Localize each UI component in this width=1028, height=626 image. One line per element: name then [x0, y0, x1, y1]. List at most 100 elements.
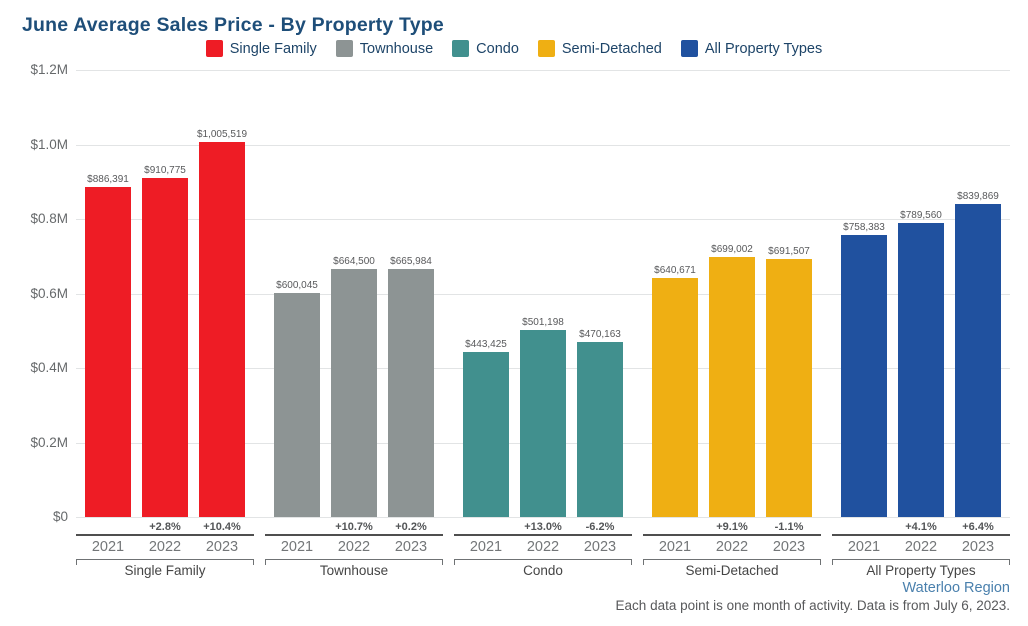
all-property-types-bar-2021: $758,383 [841, 222, 887, 517]
bars-condo: $443,425 $501,198 $470,163 [454, 70, 632, 517]
gridline [76, 70, 1010, 71]
bars-all-property-types: $758,383 $789,560 $839,869 [832, 70, 1010, 517]
bar-groups: $886,391 $910,775 $1,005,519 +2.8% +10.4% 202… [76, 70, 1010, 578]
semi-detached-bar-2022: $699,002 [709, 244, 755, 517]
bar-value-label: $665,984 [390, 255, 432, 267]
chart-title: June Average Sales Price - By Property T… [22, 14, 444, 36]
group-semi-detached: $640,671 $699,002 $691,507 +9.1% -1.1% 2021 20… [643, 70, 821, 578]
group-axis-line [454, 534, 632, 536]
legend-swatch-icon [452, 40, 470, 57]
bar-value-label: $664,500 [333, 256, 375, 268]
pct-change-label [85, 517, 131, 534]
bars-semi-detached: $640,671 $699,002 $691,507 [643, 70, 821, 517]
year-ticks-row: 2021 2022 2023 [76, 536, 254, 557]
pct-change-row: +9.1% -1.1% [643, 517, 821, 534]
pct-change-label: +2.8% [149, 521, 181, 533]
bar-value-label: $758,383 [843, 221, 885, 233]
year-ticks-row: 2021 2022 2023 [643, 536, 821, 557]
gridline [76, 517, 1010, 518]
data-note: Each data point is one month of activity… [615, 598, 1010, 613]
y-tick-label: $0.4M [30, 360, 68, 375]
legend-item-all-property-types: All Property Types [680, 40, 822, 57]
condo-bar-2021: $443,425 [463, 339, 509, 517]
x-tick-year: 2023 [583, 539, 617, 555]
group-axis-line [265, 534, 443, 536]
all-property-types-bar-2022: $789,560 [898, 210, 944, 517]
group-axis-line [643, 534, 821, 536]
y-tick-label: $0 [52, 509, 68, 524]
pct-change-label: +13.0% [524, 521, 562, 533]
single-family-bar-2023: $1,005,519 [197, 129, 247, 517]
bar-value-label: $470,163 [579, 328, 621, 340]
semi-detached-bar-2023: $691,507 [766, 246, 812, 517]
x-tick-year: 2023 [961, 539, 995, 555]
pct-change-row: +13.0% -6.2% [454, 517, 632, 534]
group-bracket [76, 559, 254, 565]
pct-change-label [841, 517, 887, 534]
bar-value-label: $600,045 [276, 280, 318, 292]
pct-change-label: -6.2% [585, 521, 615, 533]
legend-item-townhouse: Townhouse [335, 40, 434, 57]
gridline [76, 293, 1010, 295]
year-ticks-row: 2021 2022 2023 [265, 536, 443, 557]
year-ticks-row: 2021 2022 2023 [832, 536, 1010, 557]
bar-value-label: $691,507 [768, 246, 810, 258]
pct-change-label: +9.1% [716, 521, 748, 533]
legend: Single Family Townhouse Condo Semi-Detached… [0, 40, 1028, 57]
group-condo: $443,425 $501,198 $470,163 +13.0% -6.2% 2021 2… [454, 70, 632, 578]
y-tick-label: $0.8M [30, 211, 68, 226]
y-tick-label: $1.0M [30, 136, 68, 152]
legend-item-label: Townhouse [359, 40, 434, 57]
chart-footer: Waterloo Region Each data point is one m… [616, 580, 1010, 613]
group-single-family: $886,391 $910,775 $1,005,519 +2.8% +10.4% 202… [76, 70, 254, 578]
group-all-property-types: $758,383 $789,560 $839,869 +4.1% +6.4% 2021 20… [832, 70, 1010, 578]
y-axis: $0 $0.2M $0.4M $0.6M $0.8M $1.0M $1.2M [0, 62, 68, 524]
bars-townhouse: $600,045 $664,500 $665,984 [265, 70, 443, 517]
condo-bar-2023: $470,163 [577, 329, 623, 517]
region-label: Waterloo Region [902, 580, 1010, 596]
legend-item-label: Condo [476, 40, 519, 57]
townhouse-bar-2021: $600,045 [274, 280, 320, 517]
group-label: Townhouse [319, 563, 389, 578]
pct-change-row: +2.8% +10.4% [76, 517, 254, 534]
legend-swatch-icon [205, 40, 223, 57]
legend-swatch-icon [335, 40, 353, 57]
pct-change-label: +10.4% [203, 521, 241, 533]
bars-single-family: $886,391 $910,775 $1,005,519 [76, 70, 254, 517]
group-label: Single Family [124, 563, 206, 578]
y-tick-label: $1.2M [30, 62, 68, 77]
single-family-bar-2022: $910,775 [142, 165, 188, 517]
bar-value-label: $910,775 [144, 164, 186, 176]
x-tick-year: 2021 [280, 539, 314, 555]
y-tick-label: $0.6M [30, 285, 68, 301]
pct-change-label: +6.4% [962, 521, 994, 533]
x-tick-year: 2021 [91, 539, 125, 555]
pct-change-row: +4.1% +6.4% [832, 517, 1010, 534]
bar-value-label: $443,425 [465, 338, 507, 350]
legend-item-condo: Condo [452, 40, 519, 57]
x-tick-year: 2021 [469, 539, 503, 555]
year-ticks-row: 2021 2022 2023 [454, 536, 632, 557]
pct-change-label: +4.1% [905, 521, 937, 533]
condo-bar-2022: $501,198 [520, 317, 566, 517]
x-tick-year: 2022 [715, 539, 749, 555]
pct-change-label: +0.2% [395, 521, 427, 533]
group-townhouse: $600,045 $664,500 $665,984 +10.7% +0.2% 2021 2… [265, 70, 443, 578]
bar-value-label: $886,391 [87, 173, 129, 185]
group-bracket [832, 559, 1010, 565]
group-axis-line [832, 534, 1010, 536]
x-tick-year: 2022 [148, 539, 182, 555]
x-tick-year: 2023 [394, 539, 428, 555]
x-tick-year: 2022 [337, 539, 371, 555]
pct-change-row: +10.7% +0.2% [265, 517, 443, 534]
semi-detached-bar-2021: $640,671 [652, 265, 698, 517]
legend-item-semi-detached: Semi-Detached [537, 40, 662, 57]
legend-swatch-icon [537, 40, 555, 57]
single-family-bar-2021: $886,391 [85, 174, 131, 517]
bar-value-label: $839,869 [957, 191, 999, 203]
legend-item-label: Semi-Detached [561, 40, 662, 57]
legend-item-label: Single Family [229, 40, 317, 57]
gridline [76, 219, 1010, 220]
all-property-types-bar-2023: $839,869 [955, 191, 1001, 517]
group-bracket [454, 559, 632, 565]
